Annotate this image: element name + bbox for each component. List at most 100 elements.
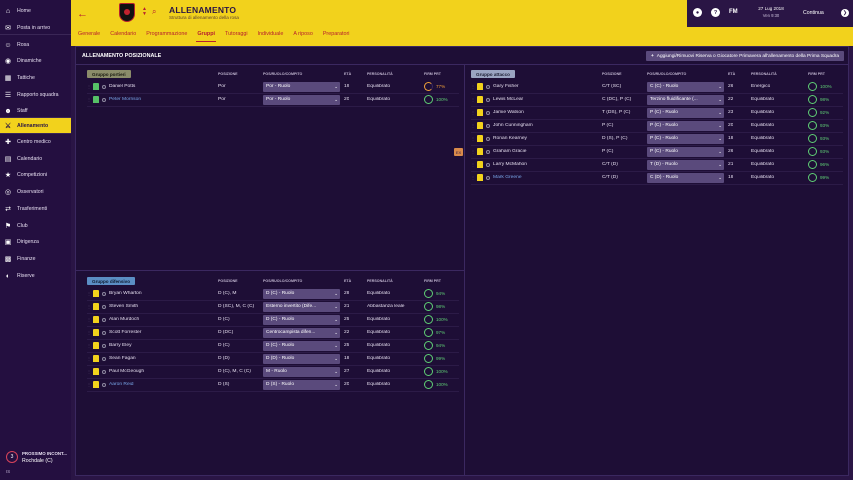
tab-programmazione[interactable]: Programmazione: [146, 31, 188, 37]
drag-handle-icon[interactable]: ⋮: [471, 162, 475, 167]
tab-generale[interactable]: Generale: [78, 31, 101, 37]
player-row[interactable]: ⋮ Paul McGeough D (C), M, C (C) M - Ruolo ⌄ 2…: [87, 366, 459, 379]
role-dropdown[interactable]: P (C) - Ruolo ⌄: [647, 108, 724, 118]
drag-handle-icon[interactable]: ⋮: [87, 317, 91, 322]
drag-handle-icon[interactable]: ⋮: [87, 330, 91, 335]
player-row[interactable]: ⋮ Larry McMahon C/T (D) T (D) - Ruolo ⌄ 21 Equ…: [471, 159, 843, 172]
sidebar-item-calendario[interactable]: ▤ Calendario: [0, 151, 71, 167]
player-row[interactable]: ⋮ John Cunningham P (C) P (C) - Ruolo ⌄ 20 Equ…: [471, 120, 843, 133]
player-row[interactable]: ⋮ Gary Fisher C/T (SC) C (C) - Ruolo ⌄ 26 Ener…: [471, 81, 843, 94]
fm-logo[interactable]: FM: [729, 9, 738, 15]
drag-handle-icon[interactable]: ⋮: [87, 291, 91, 296]
drag-handle-icon[interactable]: ⋮: [471, 110, 475, 115]
help-icon[interactable]: ?: [711, 8, 720, 17]
sidebar-item-dirigenza[interactable]: ▣ Dirigenza: [0, 234, 71, 250]
player-name[interactable]: Lewis McLear: [493, 97, 524, 102]
drag-handle-icon[interactable]: ⋮: [471, 97, 475, 102]
sidebar-item-trasferimenti[interactable]: ⇄ Trasferimenti: [0, 201, 71, 217]
drag-handle-icon[interactable]: ⋮: [471, 136, 475, 141]
player-row[interactable]: ⋮ Aaron Reid D (S) D (S) - Ruolo ⌄ 20 Equilibr…: [87, 379, 459, 392]
player-row[interactable]: ⋮ Daniel Potts Por Por - Ruolo ⌄ 19 Equilibrat…: [87, 81, 459, 94]
tab-gruppi[interactable]: Gruppi: [196, 30, 216, 42]
sidebar-item-staff[interactable]: ☻ Staff: [0, 103, 71, 119]
player-row[interactable]: ⋮ Jamie Watson T (DS), P (C) P (C) - Ruolo ⌄…: [471, 107, 843, 120]
drag-handle-icon[interactable]: ⋮: [87, 356, 91, 361]
drag-handle-icon[interactable]: ⋮: [471, 123, 475, 128]
sidebar-item-competizioni[interactable]: ★ Competizioni: [0, 167, 71, 183]
sidebar-item-centro-medico[interactable]: ✚ Centro medico: [0, 134, 71, 150]
club-crest[interactable]: [119, 3, 135, 22]
role-dropdown[interactable]: Centrocampista difen... ⌄: [263, 328, 340, 338]
player-name[interactable]: Alan Murdoch: [109, 317, 140, 322]
drag-handle-icon[interactable]: ⋮: [87, 343, 91, 348]
player-name[interactable]: Steven Smith: [109, 304, 139, 309]
ball-icon[interactable]: ●: [693, 8, 702, 17]
player-row[interactable]: ⋮ Mark Greene C/T (D) C (D) - Ruolo ⌄ 18 Equil…: [471, 172, 843, 185]
drag-handle-icon[interactable]: ⋮: [87, 304, 91, 309]
player-row[interactable]: ⋮ Ronan Kearney D (S), P (C) P (C) - Ruolo ⌄…: [471, 133, 843, 146]
role-dropdown[interactable]: Esterno invertito (Dife... ⌄: [263, 302, 340, 312]
tab-tutoraggi[interactable]: Tutoraggi: [224, 31, 248, 37]
player-name[interactable]: Paul McGeough: [109, 369, 145, 374]
player-row[interactable]: ⋮ Barry Eley D (C) D (C) - Ruolo ⌄ 25 Equilibr…: [87, 340, 459, 353]
drag-handle-icon[interactable]: ⋮: [471, 175, 475, 180]
role-dropdown[interactable]: M - Ruolo ⌄: [263, 367, 340, 377]
drag-handle-icon[interactable]: ⋮: [87, 97, 91, 102]
sidebar-item-rapporto-squadra[interactable]: ☰ Rapporto squadra: [0, 87, 71, 103]
tab-preparatori[interactable]: Preparatori: [322, 31, 350, 37]
tab-calendario[interactable]: Calendario: [110, 31, 137, 37]
sidebar-item-home[interactable]: ⌂ Home: [0, 3, 71, 19]
add-reserve-button[interactable]: + Aggiungi/Rimuovi Riserva o Giocatore P…: [645, 51, 844, 61]
role-dropdown[interactable]: Por - Ruolo ⌄: [263, 82, 340, 92]
role-dropdown[interactable]: Terzino fluidificante (... ⌄: [647, 95, 724, 105]
next-match-widget[interactable]: 3 PROSSIMO INCONT... Rochdale (C) IS: [4, 447, 70, 477]
player-name[interactable]: John Cunningham: [493, 123, 533, 128]
role-dropdown[interactable]: P (C) - Ruolo ⌄: [647, 121, 724, 131]
tab-individuale[interactable]: Individuale: [257, 31, 284, 37]
player-name[interactable]: Barry Eley: [109, 343, 132, 348]
player-row[interactable]: ⋮ Steven Smith D (SC), M, C (C) Esterno inv…: [87, 301, 459, 314]
sidebar-item-posta-in-arrivo[interactable]: ✉ Posta in arrivo: [0, 20, 71, 36]
player-row[interactable]: ⋮ Bryan Wharton D (C), M D (C) - Ruolo ⌄ 28 Eq…: [87, 288, 459, 301]
player-name[interactable]: Jamie Watson: [493, 110, 524, 115]
player-row[interactable]: ⋮ Alan Murdoch D (C) D (C) - Ruolo ⌄ 25 Equili…: [87, 314, 459, 327]
role-dropdown[interactable]: D (C) - Ruolo ⌄: [263, 289, 340, 299]
sidebar-item-tattiche[interactable]: ▦ Tattiche: [0, 70, 71, 86]
continue-button[interactable]: Continua: [803, 10, 824, 16]
role-dropdown[interactable]: T (D) - Ruolo ⌄: [647, 160, 724, 170]
role-dropdown[interactable]: D (C) - Ruolo ⌄: [263, 315, 340, 325]
player-name[interactable]: Aaron Reid: [109, 382, 134, 387]
sidebar-item-osservatori[interactable]: ◎ Osservatori: [0, 184, 71, 200]
role-dropdown[interactable]: D (D) - Ruolo ⌄: [263, 354, 340, 364]
sidebar-item-riserve[interactable]: ◐ Riserve: [0, 268, 71, 284]
drag-handle-icon[interactable]: ⋮: [87, 382, 91, 387]
drag-handle-icon[interactable]: ⋮: [471, 84, 475, 89]
player-name[interactable]: Scott Forrester: [109, 330, 142, 335]
player-row[interactable]: ⋮ Scott Forrester D (DC) Centrocampista dif…: [87, 327, 459, 340]
player-name[interactable]: Daniel Potts: [109, 84, 136, 89]
player-row[interactable]: ⋮ Sean Fagan D (D) D (D) - Ruolo ⌄ 18 Equilibr…: [87, 353, 459, 366]
role-dropdown[interactable]: P (C) - Ruolo ⌄: [647, 147, 724, 157]
role-dropdown[interactable]: C (C) - Ruolo ⌄: [647, 82, 724, 92]
player-name[interactable]: Larry McMahon: [493, 162, 527, 167]
nav-up-down-icon[interactable]: ▲ ▼: [142, 6, 147, 17]
search-icon[interactable]: ⌕: [152, 7, 157, 16]
role-dropdown[interactable]: C (D) - Ruolo ⌄: [647, 173, 724, 183]
player-name[interactable]: Graham Gracie: [493, 149, 527, 154]
player-row[interactable]: EX ⋮ Graham Gracie P (C) P (C) - Ruolo ⌄ 26 Equ…: [454, 146, 843, 159]
role-dropdown[interactable]: D (C) - Ruolo ⌄: [263, 341, 340, 351]
player-name[interactable]: Ronan Kearney: [493, 136, 527, 141]
role-dropdown[interactable]: P (C) - Ruolo ⌄: [647, 134, 724, 144]
player-name[interactable]: Peter Morrison: [109, 97, 142, 102]
drag-handle-icon[interactable]: ⋮: [471, 149, 475, 154]
player-name[interactable]: Sean Fagan: [109, 356, 136, 361]
role-dropdown[interactable]: Por - Ruolo ⌄: [263, 95, 340, 105]
player-name[interactable]: Bryan Wharton: [109, 291, 142, 296]
sidebar-item-allenamento[interactable]: ⚔ Allenamento: [0, 118, 71, 134]
role-dropdown[interactable]: D (S) - Ruolo ⌄: [263, 380, 340, 390]
sidebar-item-dinamiche[interactable]: ◉ Dinamiche: [0, 53, 71, 69]
player-row[interactable]: ⋮ Peter Morrison Por Por - Ruolo ⌄ 20 Equilibr…: [87, 94, 459, 107]
sidebar-item-rosa[interactable]: ☺ Rosa: [0, 37, 71, 53]
sidebar-item-club[interactable]: ⚑ Club: [0, 218, 71, 234]
drag-handle-icon[interactable]: ⋮: [87, 84, 91, 89]
